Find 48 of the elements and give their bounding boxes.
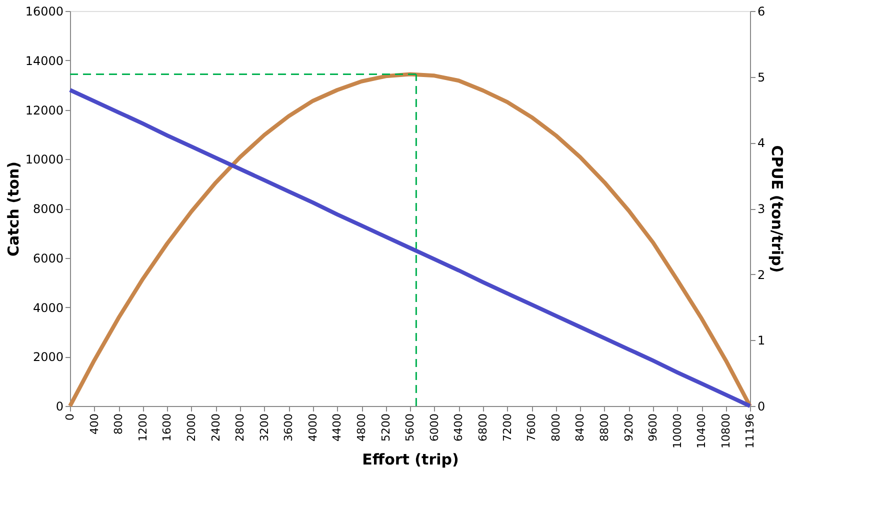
x-tick-label: 6400 <box>452 414 466 442</box>
x-tick-label: 4400 <box>330 414 344 442</box>
x-tick-label: 8400 <box>574 414 587 442</box>
x-tick-label: 8000 <box>549 414 562 442</box>
x-tick-label: 4800 <box>355 414 368 442</box>
x-tick-label: 0 <box>64 414 76 420</box>
y-tick-label: 2000 <box>32 350 64 364</box>
x-tick-label: 9200 <box>622 414 636 442</box>
y2-axis-title: CPUE (ton/trip) <box>768 145 786 273</box>
y-tick-label: 4000 <box>32 300 64 315</box>
y2-tick-label: 6 <box>758 4 766 18</box>
x-tick-label: 11196 <box>744 414 756 448</box>
x-tick-label: 4000 <box>306 414 320 442</box>
y2-tick-label: 3 <box>758 202 766 216</box>
x-tick-label: 8800 <box>598 414 611 442</box>
x-tick-label: 7200 <box>500 414 514 442</box>
x-tick-label: 10400 <box>695 414 708 448</box>
x-tick-label: 2000 <box>184 414 198 442</box>
x-tick-label: 6000 <box>428 414 441 442</box>
y-tick-label: 8000 <box>32 202 64 216</box>
y-axis-title: Catch (ton) <box>4 162 22 256</box>
y-tick-label: 6000 <box>32 251 64 266</box>
x-tick-label: 9600 <box>646 414 660 442</box>
y2-tick-label: 5 <box>758 70 766 84</box>
y-tick-label: 14000 <box>25 54 64 68</box>
x-tick-label: 2800 <box>234 414 247 442</box>
y-tick-label: 0 <box>56 400 64 414</box>
y2-tick-label: 4 <box>758 136 766 150</box>
y2-tick-label: 2 <box>758 268 766 282</box>
x-tick-label: 400 <box>88 414 101 434</box>
y2-tick-label: 1 <box>758 334 766 348</box>
x-tick-label: 10800 <box>719 414 732 448</box>
x-tick-label: 6800 <box>476 414 490 442</box>
x-tick-label: 3200 <box>258 414 271 442</box>
x-tick-label: 7600 <box>525 414 538 442</box>
x-tick-label: 5600 <box>404 414 417 442</box>
x-tick-label: 2400 <box>209 414 222 442</box>
x-tick-label: 800 <box>112 414 126 434</box>
x-tick-label: 3600 <box>282 414 296 442</box>
x-tick-label: 5200 <box>379 414 392 442</box>
y2-tick-label: 0 <box>758 400 766 414</box>
x-tick-label: 1200 <box>136 414 150 442</box>
y-tick-label: 10000 <box>25 152 64 167</box>
x-tick-label: 10000 <box>670 414 684 448</box>
y-tick-label: 16000 <box>25 4 64 18</box>
x-axis-title: Effort (trip) <box>362 450 459 468</box>
y-tick-label: 12000 <box>25 103 64 118</box>
x-tick-label: 1600 <box>160 414 174 442</box>
